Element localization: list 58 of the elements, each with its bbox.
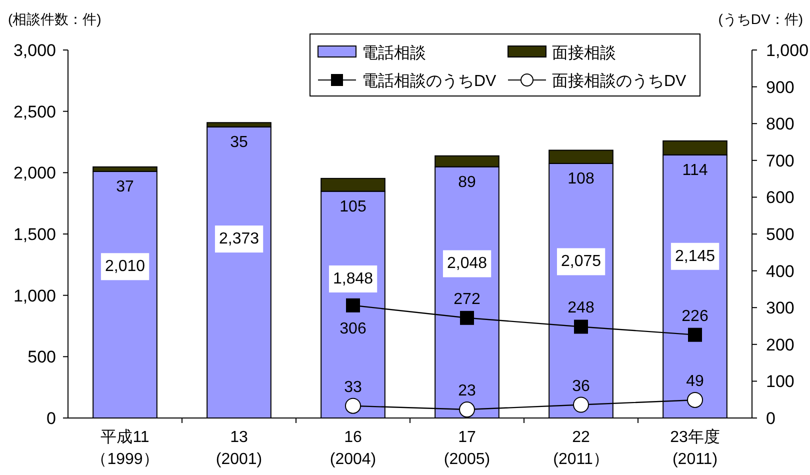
point [346, 298, 360, 312]
data-label: 2,048 [446, 255, 488, 272]
data-label: 1,848 [332, 270, 374, 288]
legend-label: 面接相談 [552, 44, 616, 62]
point [687, 392, 703, 408]
x-tick-label: 16 (2004) [330, 429, 376, 468]
y-axis-title: (相談件数：件) [8, 11, 102, 27]
y2-tick-label: 300 [766, 298, 794, 318]
y2-tick-label: 600 [766, 188, 794, 208]
data-label: 89 [458, 174, 476, 191]
x-tick-label: 23年度 (2011) [670, 428, 720, 468]
y2-tick-label: 0 [766, 409, 776, 428]
x-tick-label: 13 (2001) [216, 429, 262, 468]
y2-tick-label: 100 [766, 372, 794, 392]
data-label: 2,075 [560, 253, 602, 270]
x-tick-label: 22 (2011） [553, 429, 609, 468]
point [688, 328, 702, 342]
data-label: 2,010 [104, 258, 146, 276]
y-tick-label: 1,000 [13, 286, 56, 306]
legend-label: 電話相談のうちDV [362, 72, 497, 90]
y-tick-label: 500 [28, 348, 56, 367]
data-label: 2,373 [218, 230, 260, 248]
y2-tick-label: 700 [766, 151, 794, 170]
data-label: 114 [682, 162, 708, 179]
data-label: 248 [568, 300, 594, 317]
y-tick-label: 2,500 [13, 102, 56, 122]
y-tick-label: 0 [46, 409, 56, 428]
legend-label: 電話相談 [362, 44, 426, 62]
y2-tick-label: 1,000 [766, 41, 809, 60]
point [460, 310, 474, 325]
x-tick-label: 17 (2005) [444, 429, 490, 468]
data-label: 108 [568, 170, 594, 188]
point [345, 398, 361, 414]
x-tick-label: 平成11 （1999） [91, 428, 159, 468]
data-label: 226 [682, 308, 708, 325]
y2-tick-label: 200 [766, 335, 794, 354]
data-label: 105 [340, 198, 366, 216]
y2-tick-label: 900 [766, 78, 794, 97]
data-label: 33 [344, 378, 362, 396]
legend-label: 面接相談のうちDV [552, 72, 687, 90]
y-tick-label: 1,500 [13, 225, 56, 244]
point [459, 402, 475, 418]
y-tick-label: 2,000 [13, 164, 56, 183]
y2-tick-label: 800 [766, 114, 794, 134]
data-label: 272 [454, 290, 480, 308]
y2-axis-title: (うちDV：件) [718, 11, 803, 27]
y2-tick-label: 500 [766, 225, 794, 244]
point [574, 320, 588, 334]
data-label: 35 [230, 134, 248, 151]
y2-tick-label: 400 [766, 262, 794, 281]
y-tick-label: 3,000 [13, 41, 56, 60]
data-label: 36 [572, 378, 590, 395]
data-label: 2,145 [674, 248, 716, 265]
point [573, 396, 589, 413]
data-label: 23 [458, 382, 476, 400]
data-label: 49 [686, 372, 704, 390]
data-label: 37 [116, 178, 134, 196]
data-label: 306 [340, 320, 366, 338]
